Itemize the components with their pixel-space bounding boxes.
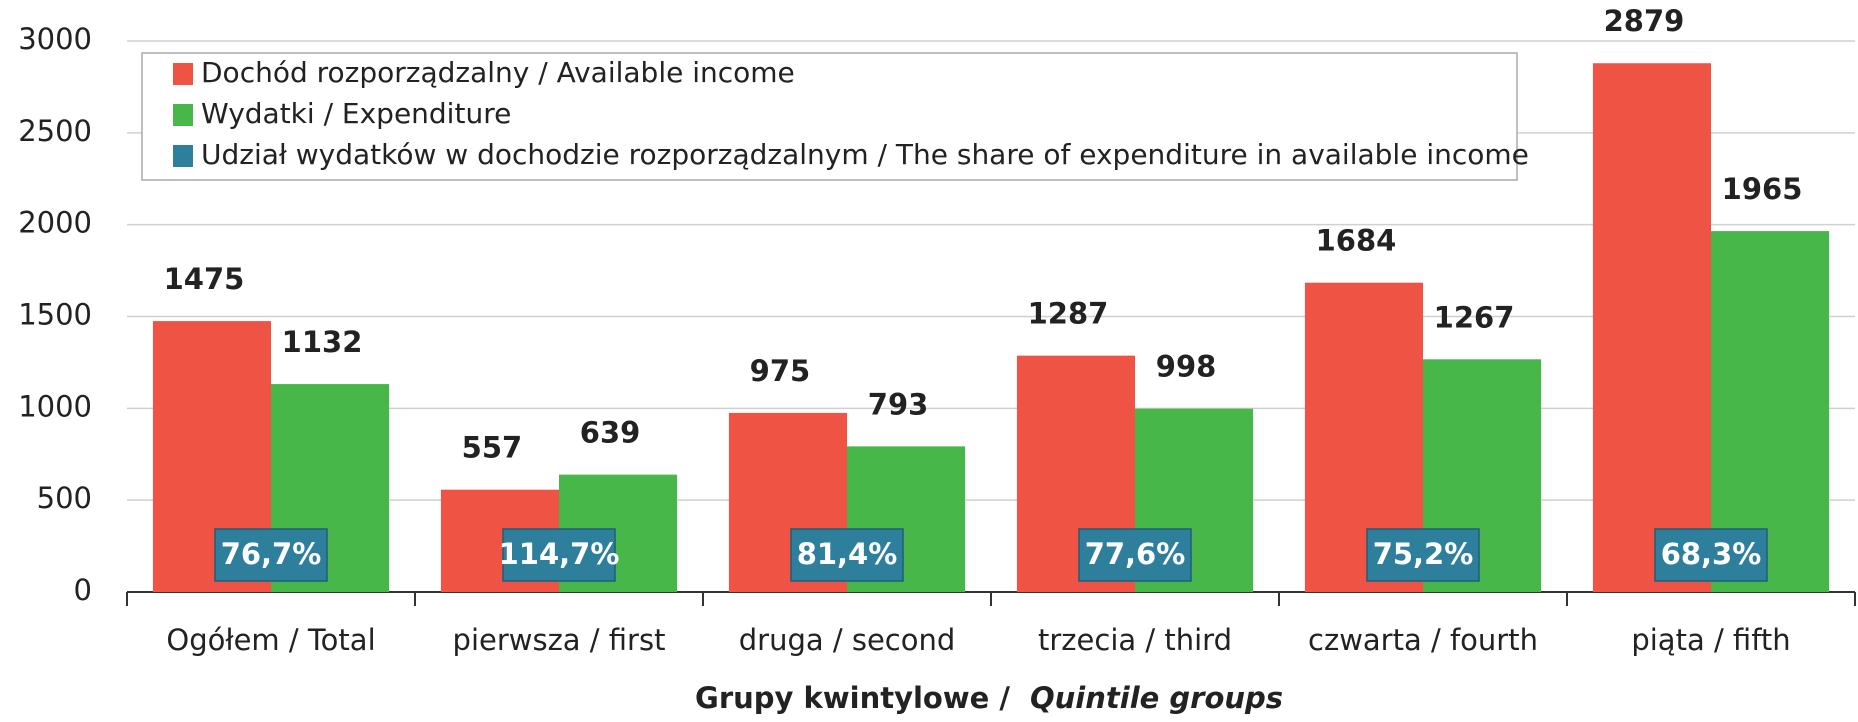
share-box [790, 528, 904, 582]
share-label: 76,7% [221, 537, 322, 571]
x-axis-label-italic: Quintile groups [1030, 681, 1283, 715]
share-label: 114,7% [499, 537, 620, 571]
bar-value-label: 1475 [164, 262, 245, 296]
bar-value-label: 1287 [1028, 297, 1109, 331]
x-tick-label: pierwsza / first [453, 623, 666, 657]
legend-swatch [173, 104, 193, 126]
share-box [1654, 528, 1768, 582]
legend-label: Dochód rozporządzalny / Available income [201, 56, 795, 89]
legend-label: Udział wydatków w dochodzie rozporządzal… [201, 138, 1529, 171]
y-tick-label: 0 [74, 573, 92, 607]
share-box [502, 528, 616, 582]
bar-value-label: 998 [1156, 350, 1217, 384]
bar-value-label: 1684 [1316, 224, 1397, 258]
bar-value-label: 2879 [1604, 4, 1685, 38]
bar-value-label: 1965 [1722, 172, 1803, 206]
bar-value-label: 975 [750, 354, 811, 388]
bar-value-label: 793 [868, 387, 929, 421]
share-label: 77,6% [1085, 537, 1186, 571]
x-tick-label: Ogółem / Total [166, 623, 375, 657]
x-tick-label: piąta / fifth [1631, 623, 1790, 657]
y-tick-label: 2000 [18, 206, 92, 240]
x-tick-label: czwarta / fourth [1308, 623, 1538, 657]
y-tick-label: 500 [37, 481, 92, 515]
bar-value-label: 639 [580, 416, 641, 450]
share-box [1078, 528, 1192, 582]
legend-label: Wydatki / Expenditure [201, 97, 511, 130]
y-tick-label: 3000 [18, 22, 92, 56]
share-box [214, 528, 328, 582]
y-tick-label: 1000 [18, 389, 92, 423]
x-axis-label: Grupy kwintylowe / [695, 681, 1010, 715]
legend-swatch [173, 63, 193, 85]
x-tick-label: druga / second [739, 623, 956, 657]
share-box [1366, 528, 1480, 582]
bar-value-label: 1267 [1434, 300, 1515, 334]
bar [1592, 63, 1711, 592]
share-label: 81,4% [797, 537, 898, 571]
legend-swatch [173, 145, 193, 167]
share-label: 75,2% [1373, 537, 1474, 571]
y-tick-label: 1500 [18, 298, 92, 332]
bar-value-label: 557 [462, 431, 523, 465]
x-tick-label: trzecia / third [1038, 623, 1232, 657]
y-tick-label: 2500 [18, 114, 92, 148]
share-label: 68,3% [1661, 537, 1762, 571]
legend-box [141, 52, 1518, 181]
bar-value-label: 1132 [282, 325, 363, 359]
